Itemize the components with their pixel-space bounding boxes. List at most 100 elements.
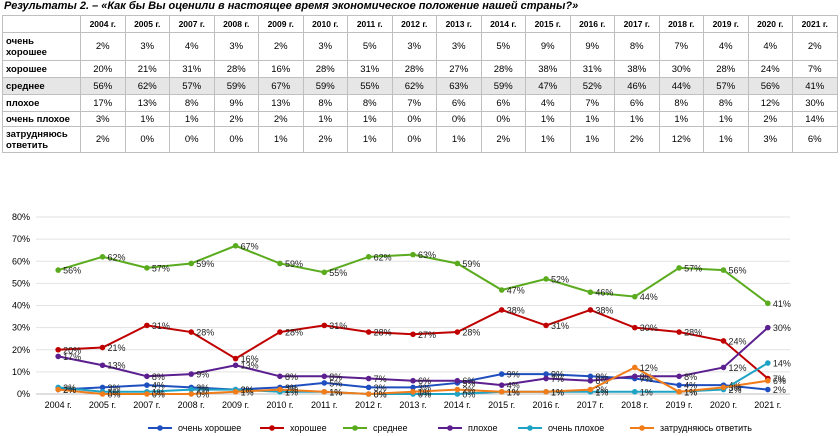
data-point bbox=[543, 322, 549, 329]
table-cell: 0% bbox=[213, 126, 259, 153]
year-header: 2020 г. bbox=[747, 15, 793, 33]
data-label: 28% bbox=[285, 328, 303, 338]
row-label: плохое bbox=[2, 94, 81, 112]
row-label-line: хорошее bbox=[6, 46, 47, 58]
y-tick-label: 70% bbox=[12, 234, 30, 244]
data-point bbox=[498, 382, 505, 388]
data-label: 62% bbox=[374, 252, 392, 262]
year-header: 2017 г. bbox=[614, 15, 660, 33]
table-cell: 8% bbox=[347, 94, 393, 112]
table-cell: 1% bbox=[169, 111, 215, 127]
data-point bbox=[765, 324, 771, 331]
results-table: 2004 г. 2005 г. 2007 г. 2008 г. 2009 г. 2010 … bbox=[2, 15, 838, 153]
data-point bbox=[277, 373, 283, 380]
data-point bbox=[543, 388, 549, 395]
data-label: 1% bbox=[418, 387, 431, 397]
data-label: 55% bbox=[329, 268, 347, 278]
data-point bbox=[587, 386, 594, 393]
x-tick-label: 2020 г. bbox=[710, 400, 737, 410]
table-cell: 9% bbox=[525, 32, 571, 61]
data-label: 3% bbox=[108, 383, 121, 393]
data-point bbox=[144, 382, 150, 388]
data-label: 59% bbox=[285, 259, 303, 269]
table-cell: 8% bbox=[302, 94, 348, 112]
table-cell: 4% bbox=[525, 94, 571, 112]
y-tick-label: 40% bbox=[12, 301, 30, 311]
data-label: 31% bbox=[329, 321, 347, 331]
data-point bbox=[765, 300, 771, 307]
table-cell: 38% bbox=[525, 60, 571, 78]
table-cell: 7% bbox=[792, 60, 838, 78]
data-label: 8% bbox=[152, 372, 165, 382]
table-cell: 13% bbox=[124, 94, 170, 112]
table-cell: 3% bbox=[436, 32, 482, 61]
year-header: 2007 г. bbox=[169, 15, 215, 33]
data-point bbox=[498, 371, 505, 377]
data-point bbox=[188, 391, 195, 397]
data-label: 28% bbox=[374, 328, 392, 338]
data-label: 0% bbox=[196, 390, 209, 400]
line-chart: 0% 10% 20% 30% 40% 50% 60% 70% 80% 2004 г. 2005 г.… bbox=[12, 212, 791, 433]
table-cell: 7% bbox=[391, 94, 437, 112]
data-point bbox=[631, 373, 638, 380]
table-cell: 7% bbox=[658, 32, 704, 61]
data-point bbox=[498, 388, 505, 395]
x-tick-label: 2010 г. bbox=[266, 400, 293, 410]
table-cell: 0% bbox=[124, 126, 170, 153]
table-cell: 13% bbox=[258, 94, 304, 112]
data-point bbox=[232, 388, 239, 395]
data-label: 7% bbox=[640, 374, 653, 384]
x-tick-label: 2011 г. bbox=[311, 400, 338, 410]
data-point bbox=[765, 386, 771, 393]
data-point bbox=[188, 329, 195, 335]
data-point bbox=[232, 242, 239, 249]
data-label: 12% bbox=[640, 363, 658, 373]
table-cell: 0% bbox=[391, 126, 437, 153]
data-label: 38% bbox=[595, 305, 613, 315]
data-label: 9% bbox=[196, 370, 209, 380]
table-cell: 24% bbox=[747, 60, 793, 78]
legend-entry: очень плохое bbox=[548, 423, 604, 433]
data-point bbox=[543, 276, 549, 282]
data-label: 2% bbox=[285, 385, 298, 395]
table-cell: 59% bbox=[213, 77, 259, 95]
data-point bbox=[144, 373, 150, 380]
legend-swatch-point bbox=[527, 425, 533, 431]
data-label: 30% bbox=[640, 323, 658, 333]
row-label: затрудняюсь ответить bbox=[2, 126, 81, 153]
data-label: 1% bbox=[551, 387, 564, 397]
table-cell: 2% bbox=[747, 111, 793, 127]
data-point bbox=[144, 265, 150, 271]
table-row: плохое 17% 13% 8% 9% 13% 8% 8% 7% 6% 6% 4% 7% 6% 8% 8% 1… bbox=[2, 94, 838, 112]
table-cell: 3% bbox=[302, 32, 348, 61]
data-label: 0% bbox=[108, 390, 121, 400]
data-point bbox=[188, 260, 195, 267]
data-label: 31% bbox=[551, 321, 569, 331]
table-cell: 9% bbox=[569, 32, 615, 61]
table-cell: 4% bbox=[703, 32, 749, 61]
table-cell: 1% bbox=[525, 126, 571, 153]
table-cell: 4% bbox=[169, 32, 215, 61]
data-label: 9% bbox=[507, 370, 520, 380]
data-label: 2% bbox=[196, 385, 209, 395]
data-label: 28% bbox=[196, 328, 214, 338]
x-tick-label: 2008 г. bbox=[178, 400, 205, 410]
table-cell: 28% bbox=[480, 60, 526, 78]
data-label: 8% bbox=[329, 372, 342, 382]
y-tick-label: 80% bbox=[12, 212, 30, 222]
data-label: 8% bbox=[640, 372, 653, 382]
table-cell: 12% bbox=[747, 94, 793, 112]
data-label: 27% bbox=[418, 330, 436, 340]
data-point bbox=[55, 386, 61, 393]
legend-entry: среднее bbox=[373, 423, 408, 433]
table-header-row: 2004 г. 2005 г. 2007 г. 2008 г. 2009 г. 2010 … bbox=[2, 15, 838, 33]
data-label: 7% bbox=[773, 374, 786, 384]
table-cell: 8% bbox=[169, 94, 215, 112]
data-label: 3% bbox=[728, 383, 741, 393]
data-point bbox=[321, 373, 328, 380]
table-cell: 56% bbox=[80, 77, 126, 95]
table-cell: 1% bbox=[703, 126, 749, 153]
table-cell: 47% bbox=[525, 77, 571, 95]
data-label: 59% bbox=[462, 259, 480, 269]
year-header: 2008 г. bbox=[213, 15, 259, 33]
